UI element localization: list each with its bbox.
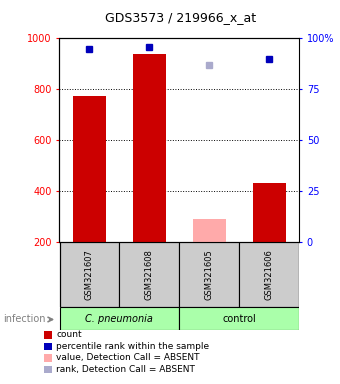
Bar bbox=[59, 242, 119, 307]
Bar bbox=[180, 307, 299, 330]
Bar bbox=[253, 184, 286, 242]
Text: GSM321605: GSM321605 bbox=[205, 249, 214, 300]
Text: control: control bbox=[222, 314, 256, 324]
Text: GSM321606: GSM321606 bbox=[265, 249, 274, 300]
Bar bbox=[239, 242, 299, 307]
Bar bbox=[59, 307, 180, 330]
Bar bbox=[193, 219, 226, 242]
Text: count: count bbox=[56, 330, 82, 339]
Bar bbox=[119, 242, 180, 307]
Text: GDS3573 / 219966_x_at: GDS3573 / 219966_x_at bbox=[105, 11, 256, 24]
Text: C. pneumonia: C. pneumonia bbox=[85, 314, 153, 324]
Text: value, Detection Call = ABSENT: value, Detection Call = ABSENT bbox=[56, 353, 200, 362]
Text: infection: infection bbox=[3, 314, 46, 324]
Bar bbox=[73, 96, 106, 242]
Text: rank, Detection Call = ABSENT: rank, Detection Call = ABSENT bbox=[56, 365, 195, 374]
Bar bbox=[180, 242, 239, 307]
Text: GSM321607: GSM321607 bbox=[85, 249, 94, 300]
Bar bbox=[133, 54, 166, 242]
Text: GSM321608: GSM321608 bbox=[145, 249, 154, 300]
Text: percentile rank within the sample: percentile rank within the sample bbox=[56, 342, 209, 351]
